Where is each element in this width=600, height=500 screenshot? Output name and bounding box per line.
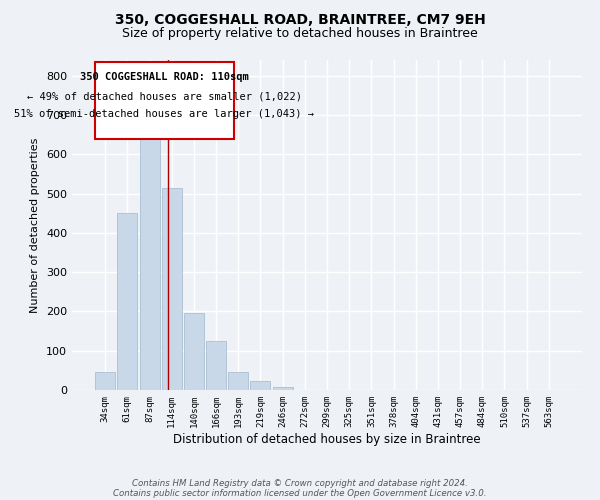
Text: Contains public sector information licensed under the Open Government Licence v3: Contains public sector information licen…: [113, 488, 487, 498]
Bar: [272, 387, 293, 390]
Bar: [95, 372, 115, 390]
Text: ← 49% of detached houses are smaller (1,022): ← 49% of detached houses are smaller (1,…: [27, 92, 302, 102]
Y-axis label: Number of detached properties: Number of detached properties: [31, 138, 40, 312]
Bar: [250, 382, 271, 390]
Bar: [140, 128, 160, 390]
Text: Size of property relative to detached houses in Braintree: Size of property relative to detached ho…: [122, 28, 478, 40]
Text: Contains HM Land Registry data © Crown copyright and database right 2024.: Contains HM Land Registry data © Crown c…: [132, 478, 468, 488]
Text: 51% of semi-detached houses are larger (1,043) →: 51% of semi-detached houses are larger (…: [14, 109, 314, 119]
Bar: [162, 188, 182, 390]
Bar: [118, 213, 137, 390]
Bar: [184, 314, 204, 390]
Text: 350 COGGESHALL ROAD: 110sqm: 350 COGGESHALL ROAD: 110sqm: [80, 72, 249, 82]
FancyBboxPatch shape: [95, 62, 234, 138]
Bar: [206, 341, 226, 390]
Text: 350, COGGESHALL ROAD, BRAINTREE, CM7 9EH: 350, COGGESHALL ROAD, BRAINTREE, CM7 9EH: [115, 12, 485, 26]
X-axis label: Distribution of detached houses by size in Braintree: Distribution of detached houses by size …: [173, 432, 481, 446]
Bar: [228, 372, 248, 390]
